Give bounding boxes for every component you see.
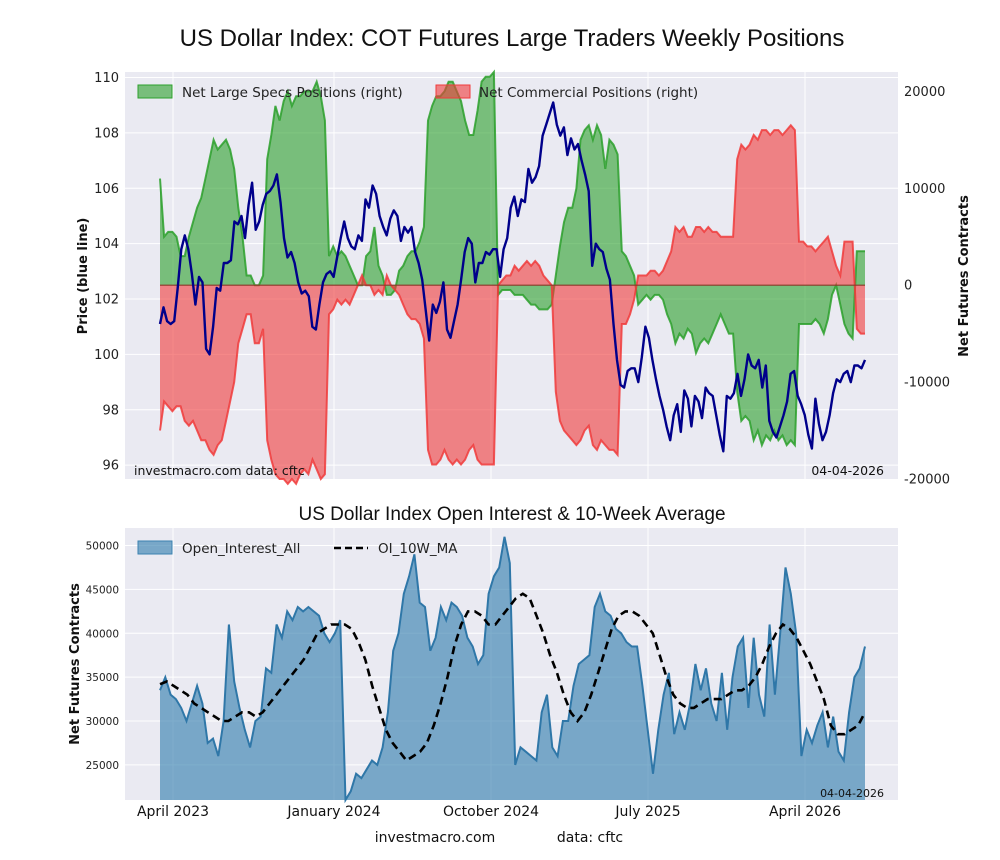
oi-tick-label: 30000 — [86, 716, 119, 728]
cot-left-axis-label: Price (blue line) — [76, 218, 91, 335]
right-tick-label: -10000 — [904, 376, 950, 391]
right-tick-label: 0 — [904, 279, 912, 294]
cot-panel: 96 98 100 102 104 106 108 110 -20000 -10000 0 1000… — [76, 69, 972, 488]
oi-tick-label: 35000 — [86, 672, 119, 684]
oi-tick-label: 50000 — [86, 541, 119, 553]
left-tick-label: 104 — [94, 237, 119, 252]
cot-area-series — [159, 69, 865, 486]
commercials-outline — [159, 123, 865, 486]
cot-date-label: 04-04-2026 — [811, 463, 884, 478]
commercials-area — [160, 125, 865, 484]
right-tick-label: 20000 — [904, 85, 945, 100]
cot-right-axis-label: Net Futures Contracts — [957, 195, 972, 357]
oi-legend: Open_Interest_All OI_10W_MA — [137, 540, 458, 557]
x-tick-label: July 2025 — [614, 804, 680, 820]
oi-date-label: 04-04-2026 — [820, 787, 884, 800]
legend-swatch-oi — [137, 540, 173, 555]
oi-ma-line — [159, 592, 867, 763]
cot-legend: Net Large Specs Positions (right) Net Co… — [137, 84, 698, 101]
right-tick-label: -20000 — [904, 473, 950, 488]
legend-swatch-specs — [137, 84, 173, 99]
left-tick-label: 106 — [94, 182, 119, 197]
oi-outline — [159, 536, 866, 804]
x-tick-label: October 2024 — [443, 804, 539, 820]
x-tick-label: April 2023 — [137, 804, 209, 820]
x-tick-label: January 2024 — [286, 804, 380, 820]
left-tick-label: 98 — [102, 403, 119, 418]
left-tick-label: 108 — [94, 126, 119, 141]
oi-tick-label: 40000 — [86, 628, 119, 640]
left-tick-label: 96 — [102, 459, 119, 474]
footer-source: data: cftc — [557, 830, 623, 846]
cot-right-ticks: -20000 -10000 0 10000 20000 — [904, 85, 950, 488]
legend-label-ma: OI_10W_MA — [378, 541, 458, 557]
price-line — [158, 101, 867, 453]
oi-tick-label: 25000 — [86, 760, 119, 772]
x-tick-label: April 2026 — [769, 804, 841, 820]
cot-source-note: investmacro.com data: cftc — [134, 463, 305, 478]
specs-outline — [159, 69, 865, 449]
cot-left-ticks: 96 98 100 102 104 106 108 110 — [94, 71, 119, 474]
cot-price-series — [158, 101, 867, 453]
left-tick-label: 100 — [94, 348, 119, 363]
oi-chart-title: US Dollar Index Open Interest & 10-Week … — [298, 504, 725, 525]
legend-label-oi: Open_Interest_All — [182, 541, 300, 557]
oi-area-series — [159, 536, 866, 804]
footer-site: investmacro.com — [375, 830, 495, 846]
left-tick-label: 110 — [94, 71, 119, 86]
right-tick-label: 10000 — [904, 182, 945, 197]
x-axis-ticks: April 2023 January 2024 October 2024 July 2… — [137, 804, 841, 820]
oi-y-ticks: 25000 30000 35000 40000 45000 50000 — [86, 541, 119, 772]
legend-label-specs: Net Large Specs Positions (right) — [182, 85, 403, 101]
legend-label-commercials: Net Commercial Positions (right) — [479, 85, 698, 101]
oi-y-axis-label: Net Futures Contracts — [68, 583, 83, 745]
legend-swatch-commercials — [435, 84, 471, 99]
left-tick-label: 102 — [94, 293, 119, 308]
oi-tick-label: 45000 — [86, 584, 119, 596]
oi-ma-series — [159, 592, 867, 763]
specs-area — [160, 72, 865, 446]
main-chart-title: US Dollar Index: COT Futures Large Trade… — [180, 25, 845, 52]
oi-panel: 25000 30000 35000 40000 45000 50000 April 202… — [68, 528, 898, 820]
